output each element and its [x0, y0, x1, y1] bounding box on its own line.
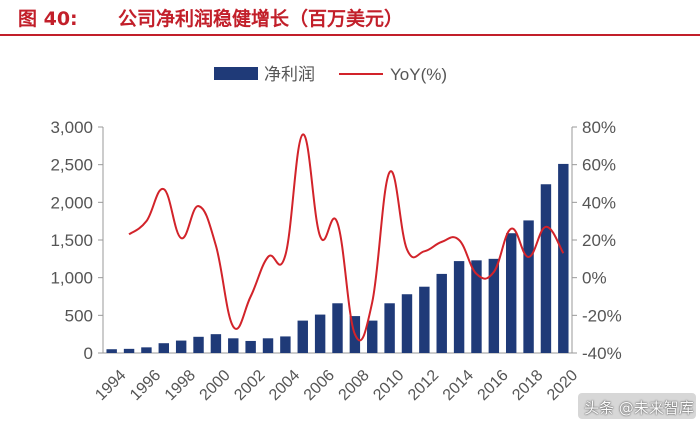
- figure-label: 图 40:: [18, 8, 78, 30]
- bar-2009: [367, 320, 378, 353]
- bar-1998: [175, 340, 187, 353]
- legend-bar-swatch: [214, 67, 258, 80]
- x-tick-label: 1998: [162, 367, 199, 404]
- y-right-tick-label: 60%: [582, 156, 616, 175]
- legend-line-label: YoY(%): [390, 65, 447, 84]
- x-tick-label: 2016: [475, 367, 512, 404]
- bar-2007: [332, 303, 343, 353]
- bar-2013: [436, 273, 447, 353]
- y-right-tick-label: -20%: [582, 306, 622, 325]
- y-right-tick-label: 40%: [582, 193, 616, 212]
- x-tick-label: 2018: [509, 367, 546, 404]
- bar-2000: [210, 334, 222, 353]
- y-left-tick-label: 1,500: [50, 231, 93, 250]
- bar-2002: [245, 340, 256, 353]
- y-left-tick-label: 1,000: [50, 269, 93, 288]
- x-tick-label: 2002: [231, 367, 268, 404]
- bar-2012: [419, 286, 430, 353]
- y-right-tick-label: 0%: [582, 269, 607, 288]
- legend-bar-label: 净利润: [264, 65, 315, 84]
- bar-2019: [540, 184, 552, 353]
- x-axis-ticks: 1994199619982000200220042006200820102012…: [92, 367, 581, 404]
- bar-2004: [280, 336, 291, 353]
- watermark-background: [578, 393, 696, 419]
- y-left-tick-label: 3,000: [50, 118, 93, 137]
- x-tick-label: 2004: [266, 367, 303, 404]
- bar-2003: [262, 338, 274, 353]
- bar-1999: [193, 336, 204, 353]
- bar-1996: [141, 347, 152, 353]
- x-tick-label: 1996: [127, 367, 164, 404]
- bar-2006: [314, 314, 326, 353]
- x-tick-label: 1994: [92, 367, 129, 404]
- bar-2010: [384, 303, 395, 353]
- bar-1995: [123, 348, 135, 353]
- x-tick-label: 2014: [440, 367, 477, 404]
- x-tick-label: 2010: [370, 367, 407, 404]
- x-tick-label: 2006: [301, 367, 338, 404]
- y-left-tick-label: 0: [84, 344, 93, 363]
- y-left-tick-label: 2,000: [50, 193, 93, 212]
- x-tick-label: 2012: [405, 367, 442, 404]
- bar-1994: [106, 349, 117, 353]
- bar-2014: [453, 261, 465, 353]
- x-tick-label: 2000: [197, 367, 234, 404]
- yoy-line-series: [128, 133, 565, 342]
- bar-series: [106, 163, 569, 353]
- bar-2011: [401, 294, 413, 353]
- yoy-line-path: [128, 133, 565, 342]
- chart-legend: 净利润 YoY(%): [214, 65, 447, 84]
- figure-header: 图 40: 公司净利润稳健增长（百万美元）: [0, 0, 700, 36]
- figure-title: 公司净利润稳健增长（百万美元）: [118, 8, 404, 30]
- y-right-tick-label: 20%: [582, 231, 616, 250]
- bar-2015: [471, 260, 482, 353]
- bar-2016: [488, 258, 500, 353]
- y-left-tick-label: 2,500: [50, 156, 93, 175]
- bar-2020: [558, 163, 569, 353]
- x-tick-label: 2020: [544, 367, 581, 404]
- bar-2005: [297, 320, 308, 353]
- y-left-tick-label: 500: [65, 306, 93, 325]
- x-tick-label: 2008: [336, 367, 373, 404]
- y-right-tick-label: -40%: [582, 344, 622, 363]
- bar-2001: [228, 338, 239, 353]
- bar-2017: [505, 233, 517, 353]
- y-right-tick-label: 80%: [582, 118, 616, 137]
- bar-2018: [523, 220, 534, 353]
- watermark-text: 头条 @未来智库: [584, 399, 694, 417]
- bar-1997: [158, 343, 170, 353]
